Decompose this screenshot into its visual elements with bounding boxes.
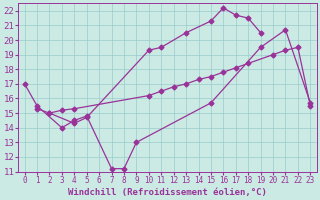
X-axis label: Windchill (Refroidissement éolien,°C): Windchill (Refroidissement éolien,°C) — [68, 188, 267, 197]
